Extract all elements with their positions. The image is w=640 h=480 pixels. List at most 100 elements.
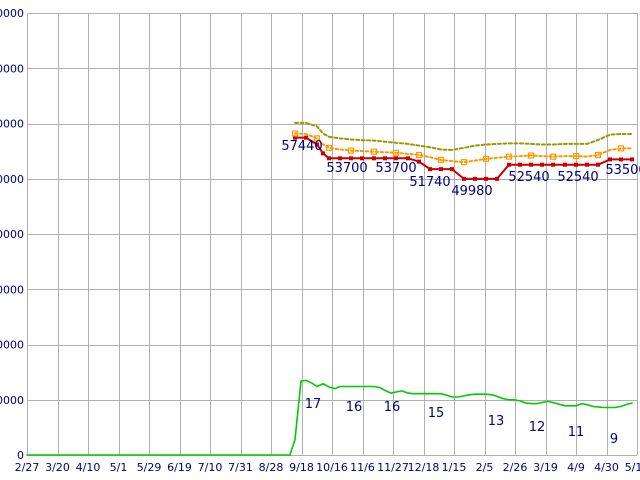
y-axis-tick-labels: 0 10000 20000 30000 40000 50000 60000 70000 8000… [0, 7, 24, 462]
y-tick-label: 40000 [0, 228, 24, 241]
x-tick-label: 5/14 [625, 461, 640, 474]
series-marker-price-low [428, 167, 432, 172]
x-tick-label: 6/19 [167, 461, 192, 474]
series-marker-price-low [608, 157, 612, 162]
y-tick-label: 0 [17, 449, 24, 462]
y-tick-label: 20000 [0, 339, 24, 352]
x-tick-label: 4/10 [76, 461, 101, 474]
x-tick-label: 11/6 [350, 461, 375, 474]
point-value-label: 53500 [605, 163, 640, 178]
series-marker-price-mid [594, 151, 602, 159]
series-marker-price-mid [437, 156, 445, 164]
x-axis-tick-labels: 2/27 3/20 4/10 5/1 5/29 6/19 7/10 7/31 8/28 9/18 1… [15, 461, 640, 474]
series-marker-price-low [619, 157, 623, 162]
x-tick-label: 5/1 [110, 461, 128, 474]
series-marker-price-mid [505, 153, 513, 160]
series-marker-price-low [507, 162, 511, 167]
data-point-annotations: 5744053700537005174049980525405254053500… [281, 139, 640, 447]
x-tick-label: 11/27 [377, 461, 409, 474]
point-value-label: 11 [568, 425, 585, 440]
series-marker-price-low [293, 135, 297, 140]
grid-layer [27, 13, 638, 456]
x-tick-label: 7/31 [228, 461, 253, 474]
x-tick-label: 2/26 [503, 461, 528, 474]
series-marker-price-low [383, 156, 387, 161]
series-marker-price-mid [527, 152, 535, 159]
y-tick-label: 60000 [0, 118, 24, 131]
x-tick-label: 3/19 [533, 461, 558, 474]
series-marker-price-low [585, 162, 589, 167]
series-marker-price-low [518, 162, 522, 167]
point-value-label: 16 [346, 400, 363, 415]
series-marker-price-low [439, 167, 443, 172]
series-marker-price-mid [291, 130, 299, 137]
series-marker-price-low [321, 151, 325, 156]
point-value-label: 16 [384, 400, 401, 415]
series-marker-price-low [327, 156, 331, 161]
series-marker-price-mid [617, 145, 625, 152]
series-marker-price-low [372, 156, 376, 161]
point-value-label: 13 [488, 414, 505, 429]
series-marker-price-low [473, 176, 477, 181]
series-marker-price-low [417, 159, 421, 164]
series-marker-price-mid [572, 152, 580, 160]
point-value-label: 51740 [409, 175, 450, 190]
x-tick-label: 3/20 [45, 461, 70, 474]
series-marker-price-low [540, 162, 544, 167]
series-layer [26, 121, 634, 456]
series-marker-price-mid [313, 135, 321, 142]
x-tick-label: 1/15 [442, 461, 467, 474]
series-marker-price-low [529, 162, 533, 167]
y-tick-label: 10000 [0, 394, 24, 407]
series-marker-price-low [484, 176, 488, 181]
series-marker-price-low [338, 156, 342, 161]
point-value-label: 57440 [281, 139, 322, 154]
series-marker-price-mid [460, 159, 468, 166]
series-marker-price-mid [325, 144, 333, 151]
y-tick-label: 70000 [0, 62, 24, 75]
series-marker-price-low [563, 162, 567, 167]
series-marker-price-mid [347, 147, 355, 154]
series-marker-price-mid [370, 148, 378, 155]
point-value-label: 17 [305, 397, 322, 412]
series-marker-price-low [495, 176, 499, 181]
x-tick-label: 4/30 [594, 461, 619, 474]
series-marker-price-mid [482, 155, 490, 162]
series-marker-price-mid [549, 153, 557, 160]
series-marker-price-low [450, 167, 454, 172]
point-value-label: 15 [428, 406, 445, 421]
series-line-price-mid [294, 132, 633, 164]
series-marker-price-low [360, 156, 364, 161]
point-value-label: 49980 [451, 184, 492, 199]
point-value-label: 9 [610, 432, 618, 447]
series-line-price-high [294, 121, 633, 151]
y-tick-label: 80000 [0, 7, 24, 20]
x-tick-label: 8/28 [259, 461, 284, 474]
point-value-label: 52540 [508, 170, 549, 185]
y-tick-label: 50000 [0, 173, 24, 186]
series-marker-price-low [630, 157, 634, 162]
series-marker-price-low [596, 162, 600, 167]
x-tick-label: 10/16 [316, 461, 348, 474]
y-tick-label: 30000 [0, 283, 24, 296]
x-tick-label: 2/5 [476, 461, 494, 474]
x-tick-label: 4/9 [567, 461, 585, 474]
x-tick-label: 2/27 [15, 461, 40, 474]
series-marker-price-low [462, 176, 466, 181]
series-marker-price-low [551, 162, 555, 167]
series-marker-price-low [394, 156, 398, 161]
x-tick-label: 9/18 [289, 461, 314, 474]
series-marker-price-mid [415, 151, 423, 159]
series-marker-price-mid [392, 149, 400, 156]
series-marker-price-low [304, 135, 308, 140]
series-marker-price-low [315, 142, 319, 147]
point-value-label: 12 [529, 420, 546, 435]
x-tick-label: 12/18 [408, 461, 440, 474]
series-marker-price-low [406, 156, 410, 161]
series-marker-price-low [349, 156, 353, 161]
point-value-label: 53700 [326, 161, 367, 176]
series-marker-price-low [574, 162, 578, 167]
x-tick-label: 7/10 [198, 461, 223, 474]
